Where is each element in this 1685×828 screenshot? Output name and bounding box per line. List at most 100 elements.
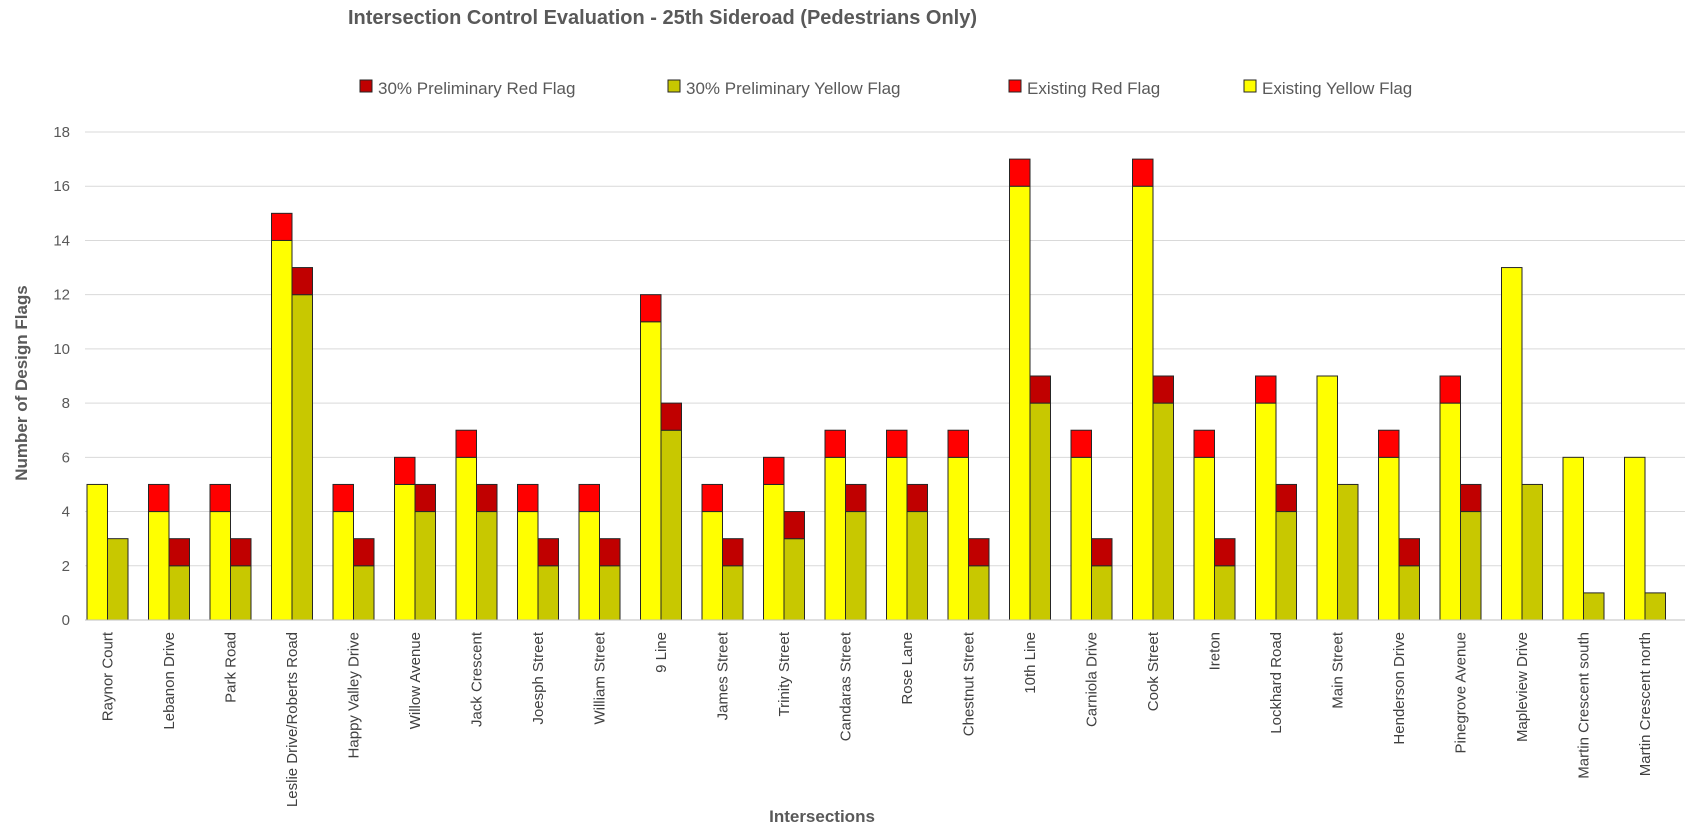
bar-30-preliminary-yellow-flag-chestnut-street bbox=[968, 565, 990, 621]
bar-existing-red-flag-leslie-drive-roberts-road bbox=[271, 212, 293, 241]
bar-30-preliminary-yellow-flag-jack-crescent bbox=[476, 511, 498, 621]
y-tick-label: 0 bbox=[62, 612, 70, 629]
x-tick-label: William Street bbox=[592, 631, 609, 724]
bar-existing-yellow-flag-cook-street bbox=[1132, 185, 1154, 621]
bar-existing-yellow-flag-leslie-drive-roberts-road bbox=[271, 239, 293, 621]
bar-30-preliminary-red-flag-chestnut-street bbox=[968, 538, 990, 567]
bar-existing-red-flag-9-line bbox=[640, 294, 662, 323]
bar-existing-yellow-flag-happy-valley-drive bbox=[332, 511, 354, 621]
bar-existing-red-flag-joesph-street bbox=[517, 483, 539, 513]
bar-existing-yellow-flag-joesph-street bbox=[517, 511, 539, 621]
bar-30-preliminary-yellow-flag-leslie-drive-roberts-road bbox=[291, 294, 313, 621]
x-tick-label: Martin Crescent south bbox=[1576, 632, 1593, 779]
y-tick-label: 10 bbox=[53, 341, 70, 358]
bar-existing-red-flag-lockhard-road bbox=[1255, 375, 1277, 404]
legend-swatch bbox=[359, 79, 373, 93]
x-tick-label: 10th Line bbox=[1022, 632, 1039, 694]
legend: 30% Preliminary Red Flag 30% Preliminary … bbox=[359, 79, 1412, 98]
x-tick-label: Leslie Drive/Roberts Road bbox=[284, 632, 301, 807]
bar-existing-yellow-flag-lockhard-road bbox=[1255, 402, 1277, 621]
bar-30-preliminary-yellow-flag-lockhard-road bbox=[1275, 511, 1297, 621]
bar-existing-red-flag-happy-valley-drive bbox=[332, 483, 354, 513]
bar-30-preliminary-red-flag-happy-valley-drive bbox=[353, 538, 375, 567]
x-tick-label: Carniola Drive bbox=[1084, 632, 1101, 727]
bar-existing-red-flag-henderson-drive bbox=[1378, 429, 1400, 458]
x-tick-label: Jack Crescent bbox=[469, 631, 486, 727]
x-tick-label: Joesph Street bbox=[530, 631, 547, 724]
bar-30-preliminary-yellow-flag-ireton bbox=[1214, 565, 1236, 621]
bar-30-preliminary-red-flag-jack-crescent bbox=[476, 483, 498, 513]
bar-existing-red-flag-10th-line bbox=[1009, 158, 1031, 187]
x-tick-label: Lockhard Road bbox=[1268, 632, 1285, 734]
bar-30-preliminary-red-flag-henderson-drive bbox=[1398, 538, 1420, 567]
x-tick-label: Pinegrove Avenue bbox=[1453, 632, 1470, 754]
x-tick-label: Cook Street bbox=[1145, 631, 1162, 711]
x-tick-label: Happy Valley Drive bbox=[346, 632, 363, 758]
bar-30-preliminary-red-flag-lebanon-drive bbox=[168, 538, 190, 567]
bar-existing-red-flag-pinegrove-avenue bbox=[1439, 375, 1461, 404]
y-tick-label: 14 bbox=[53, 232, 70, 249]
bar-30-preliminary-red-flag-cook-street bbox=[1152, 375, 1174, 404]
bar-existing-yellow-flag-trinity-street bbox=[763, 483, 785, 621]
bar-30-preliminary-red-flag-leslie-drive-roberts-road bbox=[291, 267, 313, 296]
bar-30-preliminary-red-flag-rose-lane bbox=[906, 483, 928, 513]
bar-existing-yellow-flag-jack-crescent bbox=[455, 456, 477, 621]
y-axis-ticks: 0 2 4 6 8 10 12 14 16 18 bbox=[53, 124, 70, 629]
bar-30-preliminary-red-flag-trinity-street bbox=[783, 511, 805, 540]
bar-existing-red-flag-rose-lane bbox=[886, 429, 908, 458]
bar-existing-red-flag-lebanon-drive bbox=[148, 483, 170, 513]
bar-30-preliminary-yellow-flag-carniola-drive bbox=[1091, 565, 1113, 621]
bar-existing-yellow-flag-martin-crescent-north bbox=[1624, 456, 1646, 621]
bar-30-preliminary-red-flag-candaras-street bbox=[845, 483, 867, 513]
legend-label: 30% Preliminary Red Flag bbox=[378, 79, 575, 98]
bar-existing-yellow-flag-henderson-drive bbox=[1378, 456, 1400, 621]
x-axis-labels: Raynor Court Lebanon Drive Park Road Leslie… bbox=[100, 631, 1655, 807]
x-axis-title: Intersections bbox=[769, 807, 875, 826]
chart-title: Intersection Control Evaluation - 25th S… bbox=[348, 7, 977, 29]
x-tick-label: Park Road bbox=[223, 632, 240, 703]
x-tick-label: Mapleview Drive bbox=[1514, 632, 1531, 742]
x-tick-label: James Street bbox=[715, 631, 732, 720]
y-tick-label: 18 bbox=[53, 124, 70, 141]
bar-30-preliminary-yellow-flag-henderson-drive bbox=[1398, 565, 1420, 621]
legend-label: 30% Preliminary Yellow Flag bbox=[686, 79, 901, 98]
x-tick-label: Raynor Court bbox=[100, 631, 117, 721]
bar-existing-yellow-flag-park-road bbox=[209, 511, 231, 621]
x-tick-label: Candaras Street bbox=[838, 631, 855, 741]
bar-existing-yellow-flag-william-street bbox=[578, 511, 600, 621]
bar-30-preliminary-red-flag-james-street bbox=[722, 538, 744, 567]
x-tick-label: Martin Crescent north bbox=[1637, 632, 1654, 776]
x-tick-label: Chestnut Street bbox=[961, 631, 978, 736]
bar-existing-red-flag-willow-avenue bbox=[394, 456, 416, 485]
bar-30-preliminary-yellow-flag-9-line bbox=[660, 429, 682, 621]
bar-30-preliminary-yellow-flag-cook-street bbox=[1152, 402, 1174, 621]
bar-existing-yellow-flag-carniola-drive bbox=[1070, 456, 1092, 621]
x-tick-label: Trinity Street bbox=[776, 631, 793, 716]
bar-30-preliminary-yellow-flag-william-street bbox=[599, 565, 621, 621]
bar-30-preliminary-yellow-flag-happy-valley-drive bbox=[353, 565, 375, 621]
bar-existing-yellow-flag-lebanon-drive bbox=[148, 511, 170, 621]
bar-existing-yellow-flag-pinegrove-avenue bbox=[1439, 402, 1461, 621]
bar-30-preliminary-yellow-flag-trinity-street bbox=[783, 538, 805, 621]
bar-30-preliminary-yellow-flag-lebanon-drive bbox=[168, 565, 190, 621]
x-tick-label: Lebanon Drive bbox=[161, 632, 178, 730]
y-tick-label: 4 bbox=[62, 504, 70, 521]
y-axis-title: Number of Design Flags bbox=[12, 285, 31, 481]
bar-existing-red-flag-william-street bbox=[578, 483, 600, 513]
legend-swatch bbox=[1243, 79, 1257, 93]
bar-existing-yellow-flag-raynor-court bbox=[86, 483, 108, 621]
bar-existing-yellow-flag-rose-lane bbox=[886, 456, 908, 621]
x-tick-label: Main Street bbox=[1330, 631, 1347, 709]
bar-30-preliminary-yellow-flag-park-road bbox=[230, 565, 252, 621]
bar-existing-yellow-flag-main-street bbox=[1316, 375, 1338, 621]
bar-30-preliminary-yellow-flag-raynor-court bbox=[107, 538, 129, 621]
bar-30-preliminary-yellow-flag-pinegrove-avenue bbox=[1460, 511, 1482, 621]
x-tick-label: Henderson Drive bbox=[1391, 632, 1408, 745]
bar-30-preliminary-yellow-flag-mapleview-drive bbox=[1521, 483, 1543, 621]
bar-30-preliminary-yellow-flag-candaras-street bbox=[845, 511, 867, 621]
bar-30-preliminary-yellow-flag-willow-avenue bbox=[414, 511, 436, 621]
bar-existing-red-flag-trinity-street bbox=[763, 456, 785, 485]
bar-existing-yellow-flag-candaras-street bbox=[824, 456, 846, 621]
bar-30-preliminary-red-flag-ireton bbox=[1214, 538, 1236, 567]
